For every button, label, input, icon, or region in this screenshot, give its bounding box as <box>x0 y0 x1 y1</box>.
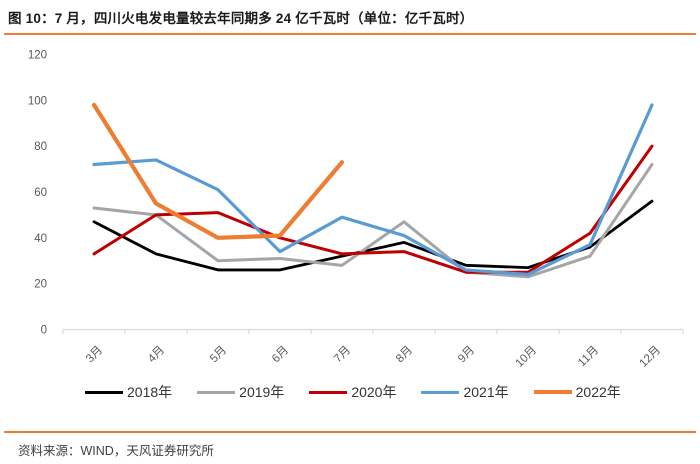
series-line-2021年 <box>92 103 654 277</box>
legend-label: 2018年 <box>127 384 173 400</box>
legend-item-2018年: 2018年 <box>85 382 172 402</box>
figure-title: 图 10：7 月，四川火电发电量较去年同期多 24 亿千瓦时（单位：亿千瓦时） <box>8 11 474 26</box>
legend-item-2021年: 2021年 <box>421 382 509 402</box>
y-axis-label: 80 <box>34 141 47 153</box>
series-line-2018年 <box>92 199 654 272</box>
legend-label: 2022年 <box>575 384 621 400</box>
series-line-2019年 <box>92 163 654 279</box>
footer-divider <box>4 431 696 433</box>
x-axis-label: 5月 <box>208 344 229 365</box>
x-axis-label: 3月 <box>84 344 105 365</box>
legend-label: 2020年 <box>351 384 397 400</box>
y-axis-label: 60 <box>34 187 47 199</box>
y-axis-label: 100 <box>28 95 47 107</box>
legend-item-2022年: 2022年 <box>533 382 621 402</box>
legend-swatch <box>533 390 572 394</box>
x-axis-label: 9月 <box>456 344 477 365</box>
x-axis-label: 4月 <box>146 344 167 365</box>
legend-item-2020年: 2020年 <box>309 382 396 402</box>
x-axis-label: 8月 <box>394 344 415 365</box>
y-axis-label: 40 <box>34 233 47 245</box>
title-divider <box>4 33 696 35</box>
x-axis-label: 12月 <box>637 344 663 370</box>
x-axis-label: 7月 <box>332 344 353 365</box>
legend-swatch <box>421 390 460 394</box>
x-axis-label: 10月 <box>513 344 539 370</box>
y-axis-label: 20 <box>34 279 47 291</box>
legend-swatch <box>197 390 236 394</box>
y-axis-label: 120 <box>28 50 47 62</box>
legend-swatch <box>309 390 348 394</box>
legend-label: 2021年 <box>463 384 509 400</box>
series-line-2020年 <box>92 144 654 274</box>
line-chart: 0 20 40 60 80 100 120 3月 4月 5月 6月 7月 8月 9月 10月 11月 12月 <box>28 50 684 370</box>
x-axis-label: 11月 <box>576 344 601 369</box>
y-axis-label: 0 <box>41 325 47 337</box>
chart-legend: 2018年 2019年 2020年 2021年 2022年 <box>85 383 700 401</box>
legend-item-2019年: 2019年 <box>197 382 284 402</box>
source-note: 资料来源：WIND，天风证券研究所 <box>18 444 214 458</box>
legend-label: 2019年 <box>239 384 285 400</box>
series-line-2022年 <box>91 102 345 240</box>
x-axis-label: 6月 <box>270 344 291 365</box>
legend-swatch <box>85 390 123 394</box>
